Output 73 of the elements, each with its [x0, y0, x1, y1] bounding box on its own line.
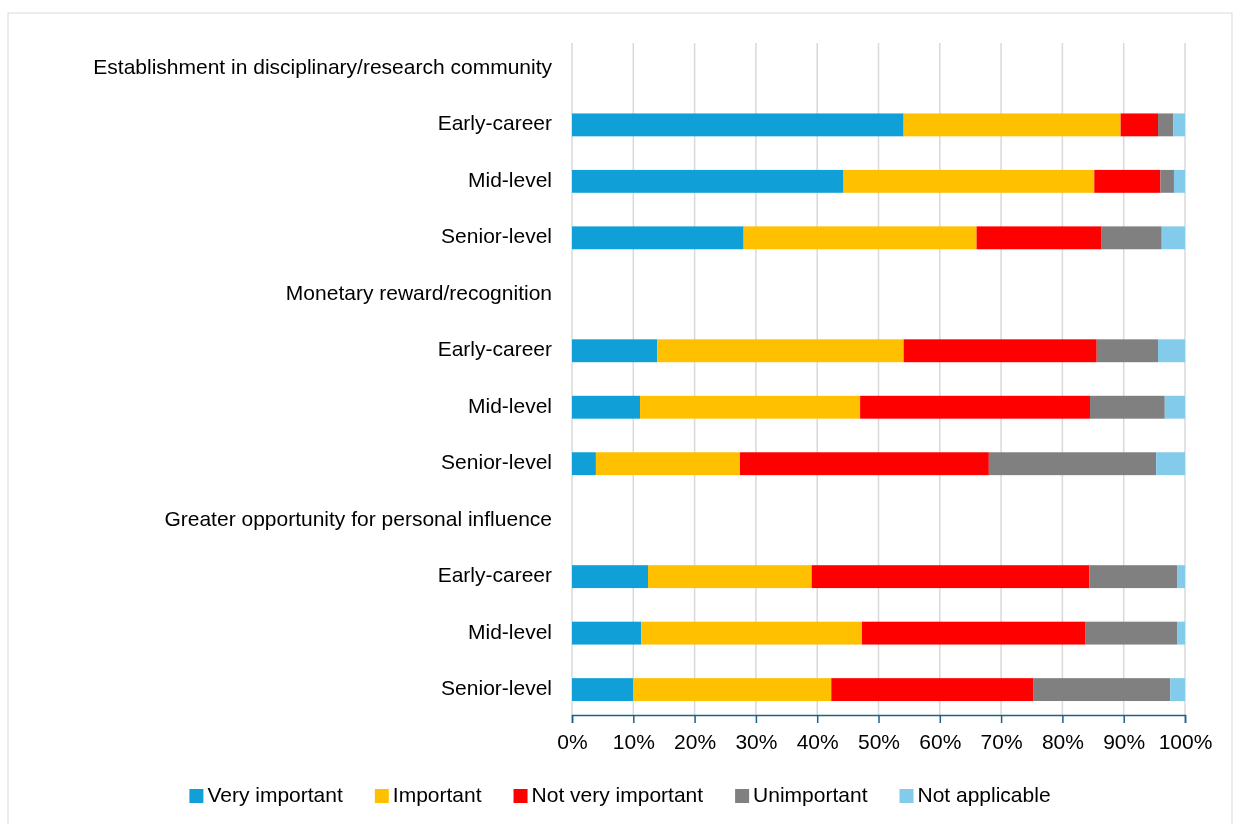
x-tick-label: 100% — [1158, 730, 1213, 754]
bar — [860, 395, 1090, 419]
bar — [903, 339, 1097, 363]
legend-label: Not applicable — [917, 782, 1051, 806]
bar — [595, 452, 740, 476]
y-tick-label: Early-career — [437, 111, 552, 135]
bar — [1089, 395, 1165, 419]
bar — [572, 339, 658, 363]
bar — [657, 339, 904, 363]
legend-label: Important — [392, 782, 482, 806]
bar — [640, 395, 861, 419]
x-tick-label: 0% — [557, 730, 588, 754]
bar — [1160, 169, 1174, 193]
bar — [976, 226, 1102, 250]
x-tick-label: 70% — [980, 730, 1023, 754]
bar — [572, 621, 642, 645]
y-tick-label: Mid-level — [467, 393, 552, 417]
y-tick-label: Mid-level — [467, 619, 552, 643]
x-tick-label: 10% — [612, 730, 655, 754]
legend-label: Very important — [207, 782, 343, 806]
x-tick-label: 90% — [1103, 730, 1146, 754]
legend-label: Not very important — [531, 782, 704, 806]
bar — [1173, 169, 1185, 193]
x-tick-label: 20% — [674, 730, 717, 754]
bar — [1158, 339, 1185, 363]
y-tick-label: Early-career — [437, 563, 552, 587]
bar — [572, 113, 904, 137]
bar — [1156, 452, 1185, 476]
bar — [1177, 621, 1185, 645]
y-tick-label: Senior-level — [441, 676, 552, 700]
bar — [572, 452, 596, 476]
bar — [572, 395, 641, 419]
legend-label: Unimportant — [753, 782, 868, 806]
x-tick-label: 80% — [1041, 730, 1084, 754]
bar — [811, 565, 1090, 589]
bar — [648, 565, 812, 589]
x-tick-label: 40% — [796, 730, 839, 754]
x-tick-label: 60% — [919, 730, 962, 754]
bar — [1177, 565, 1185, 589]
y-tick-label: Senior-level — [441, 450, 552, 474]
bar — [1094, 169, 1161, 193]
bar — [1164, 395, 1185, 419]
bar — [1161, 226, 1185, 250]
bar — [1173, 113, 1185, 137]
bar — [1158, 113, 1174, 137]
bar — [1089, 565, 1178, 589]
bar — [1033, 678, 1171, 702]
bar — [903, 113, 1121, 137]
x-tick-label: 30% — [735, 730, 778, 754]
y-tick-label: Establishment in disciplinary/research community — [93, 54, 553, 78]
bar — [572, 565, 649, 589]
x-tick-label: 50% — [857, 730, 901, 754]
y-tick-label: Greater opportunity for personal influence — [164, 506, 552, 530]
bar — [1170, 678, 1185, 702]
bar — [572, 169, 844, 193]
bar — [1096, 339, 1159, 363]
bar — [1120, 113, 1159, 137]
y-tick-label: Senior-level — [441, 224, 552, 248]
y-tick-label: Early-career — [437, 337, 552, 361]
bar — [1101, 226, 1162, 250]
bar — [739, 452, 989, 476]
y-tick-label: Monetary reward/recognition — [285, 280, 552, 304]
bar — [641, 621, 862, 645]
bar — [743, 226, 977, 250]
y-tick-label: Mid-level — [467, 167, 552, 191]
bar — [633, 678, 832, 702]
bar — [843, 169, 1095, 193]
bar — [831, 678, 1034, 702]
bar — [1085, 621, 1178, 645]
bar — [861, 621, 1086, 645]
bar — [572, 226, 744, 250]
bar — [572, 678, 634, 702]
bar — [988, 452, 1157, 476]
